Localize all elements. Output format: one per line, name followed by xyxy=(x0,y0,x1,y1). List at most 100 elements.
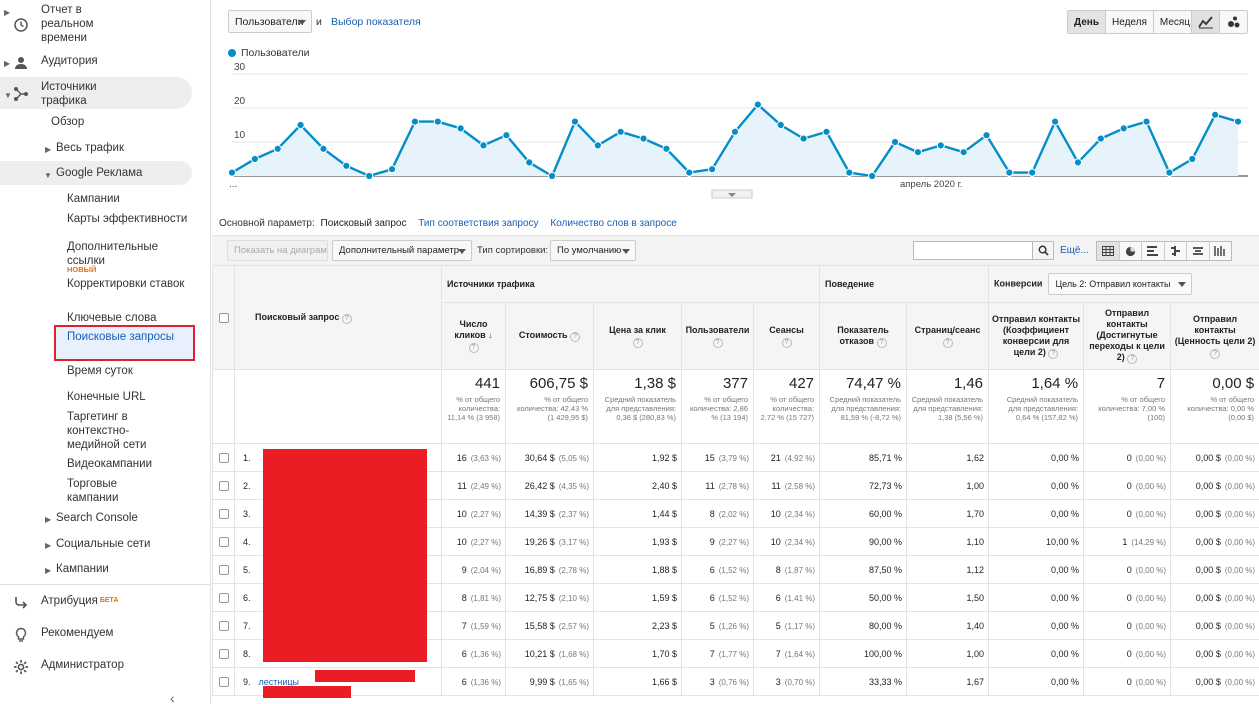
nav-ads-keywords[interactable]: Ключевые слова xyxy=(67,312,157,324)
view-term-cloud-button[interactable] xyxy=(1186,242,1209,260)
data-point[interactable] xyxy=(593,141,602,150)
sessions-column-header[interactable]: Сеансы? xyxy=(752,302,821,370)
completions-column-header[interactable]: Отправил контакты (Достигнутые переходы … xyxy=(1083,302,1172,370)
help-icon[interactable]: ? xyxy=(570,332,581,342)
row-checkbox[interactable] xyxy=(219,480,229,491)
data-point[interactable] xyxy=(776,120,785,130)
pages-column-header[interactable]: Страниц/сеанс? xyxy=(906,302,990,370)
row-checkbox[interactable] xyxy=(219,452,229,463)
bounce-column-header[interactable]: Показатель отказов ? xyxy=(819,302,908,370)
data-point[interactable] xyxy=(433,117,442,126)
data-point[interactable] xyxy=(1096,134,1105,143)
period-month-button[interactable]: Месяц xyxy=(1152,11,1196,33)
help-icon[interactable]: ? xyxy=(341,313,352,324)
dimension-match-type-link[interactable]: Тип соответствия запросу xyxy=(418,218,539,229)
row-checkbox[interactable] xyxy=(219,508,229,519)
nav-discover[interactable]: Рекомендуем xyxy=(0,626,192,644)
row-checkbox[interactable] xyxy=(219,592,229,603)
view-data-button[interactable] xyxy=(1097,242,1119,260)
data-point[interactable] xyxy=(502,131,511,140)
data-point[interactable] xyxy=(479,141,488,150)
select-metric-link[interactable]: Выбор показателя xyxy=(331,16,421,28)
nav-ads-hour-of-day[interactable]: Время суток xyxy=(67,365,133,377)
select-all-checkbox[interactable] xyxy=(218,312,229,323)
data-point[interactable] xyxy=(936,141,945,150)
line-chart-button[interactable] xyxy=(1192,11,1220,33)
row-checkbox[interactable] xyxy=(219,620,229,631)
conv-rate-column-header[interactable]: Отправил контакты (Коэффициент конверсии… xyxy=(988,302,1085,370)
motion-chart-button[interactable] xyxy=(1220,11,1247,33)
data-point[interactable] xyxy=(708,165,717,174)
data-point[interactable] xyxy=(387,165,397,174)
nav-ads-video-campaigns[interactable]: Видеокампании xyxy=(67,458,153,470)
nav-audience[interactable]: ▶ Аудитория xyxy=(0,54,192,72)
help-icon[interactable]: ? xyxy=(1210,348,1221,359)
data-point[interactable] xyxy=(1233,117,1243,126)
help-icon[interactable]: ? xyxy=(712,337,723,348)
nav-realtime[interactable]: ▶ Отчет в реальном времени xyxy=(0,3,192,45)
help-icon[interactable]: ? xyxy=(781,337,792,348)
table-search-input[interactable] xyxy=(913,241,1033,260)
sort-type-select[interactable]: По умолчанию xyxy=(550,240,636,261)
cpc-column-header[interactable]: Цена за клик? xyxy=(593,302,682,370)
help-icon[interactable]: ? xyxy=(632,337,643,348)
data-point[interactable] xyxy=(753,100,762,109)
nav-ads-sitelinks[interactable]: Дополнительные ссылки xyxy=(67,241,159,267)
data-point[interactable] xyxy=(662,144,671,153)
dimension-word-count-link[interactable]: Количество слов в запросе xyxy=(550,218,677,229)
chevron-left-icon[interactable]: ‹ xyxy=(170,690,175,704)
data-point[interactable] xyxy=(1165,168,1174,177)
plot-rows-button[interactable]: Показать на диаграмме xyxy=(227,240,328,261)
view-pie-button[interactable] xyxy=(1118,242,1142,260)
query-link[interactable]: лестницы xyxy=(258,676,300,687)
data-point[interactable] xyxy=(890,137,900,147)
data-point[interactable] xyxy=(1005,168,1014,177)
data-point[interactable] xyxy=(319,144,328,153)
data-point[interactable] xyxy=(250,154,259,164)
clicks-column-header[interactable]: Число кликов ↓? xyxy=(441,302,506,370)
row-checkbox[interactable] xyxy=(219,536,229,547)
data-point[interactable] xyxy=(616,127,625,136)
view-performance-button[interactable] xyxy=(1141,242,1164,260)
period-week-button[interactable]: Неделя xyxy=(1105,11,1153,33)
table-search-button[interactable] xyxy=(1032,241,1054,260)
nav-ads-campaigns[interactable]: Кампании xyxy=(67,193,120,205)
nav-google-ads[interactable]: ▼ Google Реклама xyxy=(0,161,192,185)
help-icon[interactable]: ? xyxy=(1048,348,1059,359)
data-point[interactable] xyxy=(845,168,854,177)
nav-ads-search-queries[interactable]: Поисковые запросы xyxy=(67,331,175,343)
data-point[interactable] xyxy=(959,148,968,157)
data-point[interactable] xyxy=(273,144,282,153)
data-point[interactable] xyxy=(1188,154,1197,164)
secondary-dimension-select[interactable]: Дополнительный параметр xyxy=(332,240,472,261)
period-day-button[interactable]: День xyxy=(1068,11,1105,33)
nav-admin[interactable]: Администратор xyxy=(0,658,192,676)
row-checkbox[interactable] xyxy=(219,676,229,687)
goal-select[interactable]: Цель 2: Отправил контакты xyxy=(1048,273,1192,295)
data-point[interactable] xyxy=(685,168,694,177)
nav-ads-treemaps[interactable]: Карты эффективности xyxy=(67,213,188,225)
nav-ads-display-targeting[interactable]: Таргетинг в контекстно-медийной сети xyxy=(67,411,147,451)
nav-campaigns[interactable]: ▶ Кампании xyxy=(0,562,192,578)
advanced-filter-link[interactable]: Ещё... xyxy=(1060,245,1089,256)
data-point[interactable] xyxy=(456,124,465,133)
value-column-header[interactable]: Отправил контакты (Ценность цели 2) ? xyxy=(1170,302,1259,370)
data-point[interactable] xyxy=(342,161,351,170)
help-icon[interactable]: ? xyxy=(1127,354,1138,364)
nav-ads-final-urls[interactable]: Конечные URL xyxy=(67,391,146,403)
nav-overview[interactable]: Обзор xyxy=(0,115,192,131)
nav-attribution[interactable]: Атрибуция БЕТА xyxy=(0,594,192,612)
data-point[interactable] xyxy=(365,171,374,181)
help-icon[interactable]: ? xyxy=(942,337,953,348)
help-icon[interactable]: ? xyxy=(876,337,887,348)
help-icon[interactable]: ? xyxy=(468,343,479,353)
view-pivot-button[interactable] xyxy=(1208,242,1232,260)
view-comparison-button[interactable] xyxy=(1163,242,1187,260)
data-point[interactable] xyxy=(410,117,420,126)
data-point[interactable] xyxy=(525,158,534,167)
data-point[interactable] xyxy=(982,131,991,140)
query-column-header[interactable]: Поисковый запрос ? xyxy=(234,265,442,370)
nav-ads-shopping-campaigns[interactable]: Торговые кампании xyxy=(67,478,119,504)
metric-select[interactable]: Пользователи xyxy=(228,10,312,33)
cost-column-header[interactable]: Стоимость ? xyxy=(505,302,594,370)
